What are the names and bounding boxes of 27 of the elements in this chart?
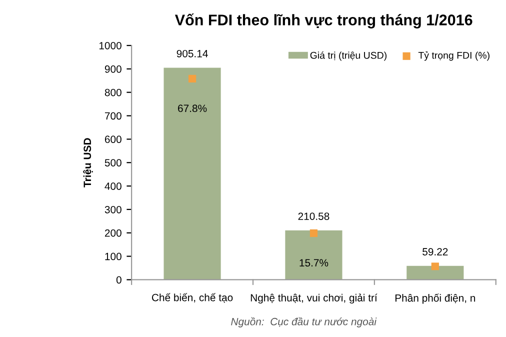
x-tick-label: Phân phối điện, n xyxy=(395,294,476,304)
y-tick-label: 100 xyxy=(105,252,122,260)
data-label: 59.22 xyxy=(422,248,448,256)
y-axis-title: Triệu USD xyxy=(83,138,93,188)
legend-label: Giá trị (triệu USD) xyxy=(310,52,386,61)
text: Nguồn: Cục đầu tư nước ngoài xyxy=(231,317,377,328)
bar xyxy=(406,266,464,280)
data-label: 15.7% xyxy=(300,259,328,267)
y-tick-label: 300 xyxy=(104,206,122,214)
bar xyxy=(164,68,221,280)
data-label: 67.8% xyxy=(178,104,207,112)
x-tick-label: Chế biến, chế tạo xyxy=(152,293,233,303)
data-label: 210.58 xyxy=(298,212,330,220)
y-tick-label: 200 xyxy=(104,229,122,237)
legend-label: Tỷ trọng FDI (%) xyxy=(418,51,490,61)
x-tick-label: Nghệ thuật, vui chơi, giải trí xyxy=(250,294,378,304)
y-tick-label: 700 xyxy=(104,112,122,120)
y-tick-label: 0 xyxy=(116,276,122,284)
y-tick-label: 500 xyxy=(104,159,122,166)
y-tick-label: 800 xyxy=(104,88,122,96)
chart-title: Vốn FDI theo lĩnh vực trong tháng 1/2016 xyxy=(174,13,472,28)
y-tick-label: 600 xyxy=(104,136,122,144)
y-tick-label: 900 xyxy=(104,65,122,73)
y-tick-label: 400 xyxy=(104,182,122,190)
y-tick-label: 1000 xyxy=(99,42,122,50)
bar xyxy=(285,230,342,280)
data-label: 905.14 xyxy=(176,50,208,58)
